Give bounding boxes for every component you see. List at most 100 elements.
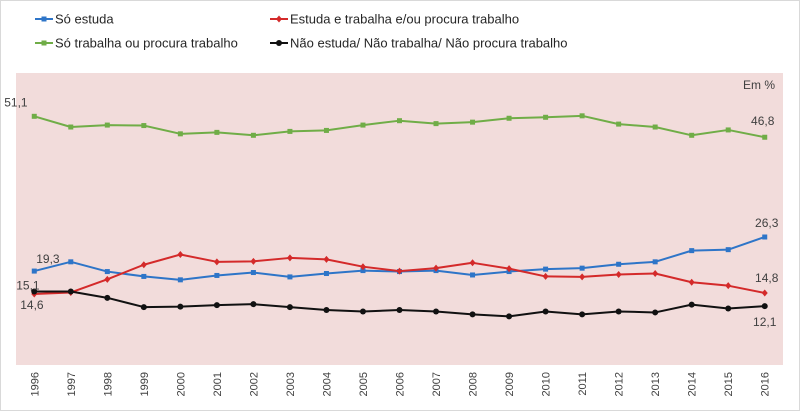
series-group: 19,3 26,3 14,6 14,8 51,1 46,8 15,1 12,1: [4, 95, 778, 329]
data-point: [470, 119, 476, 125]
x-tick-label: 2014: [687, 372, 699, 396]
data-point: [725, 282, 732, 290]
legend-label: Estuda e trabalha e/ou procura trabalho: [290, 12, 519, 27]
data-point: [104, 269, 110, 275]
data-point: [688, 278, 695, 286]
data-point: [725, 127, 731, 133]
data-point: [433, 121, 439, 127]
series-line: 51,1 46,8: [4, 95, 775, 140]
data-point: [761, 289, 768, 297]
data-label-last: 14,8: [755, 271, 779, 285]
data-point: [652, 124, 658, 130]
x-tick-label: 1998: [102, 372, 114, 396]
data-point: [433, 264, 440, 272]
data-point: [542, 308, 549, 315]
plot-area: [16, 73, 783, 365]
x-axis: 1996 1997 1998 1999 2000 2001 2002 2003 2004 2005…: [29, 372, 771, 396]
data-point: [286, 304, 293, 311]
x-tick-label: 2000: [175, 372, 187, 396]
data-point: [761, 303, 768, 310]
data-point: [652, 309, 659, 316]
data-point: [323, 307, 330, 314]
data-point: [689, 248, 695, 254]
legend-marker-icon: [41, 16, 47, 22]
data-point: [543, 266, 549, 272]
x-tick-label: 2016: [760, 372, 772, 396]
x-tick-label: 2011: [577, 372, 589, 396]
data-point: [141, 273, 147, 279]
x-tick-label: 2001: [212, 372, 224, 396]
data-point: [250, 132, 256, 138]
data-point: [68, 259, 74, 265]
data-point: [67, 288, 74, 295]
legend-marker-icon: [276, 15, 282, 23]
data-point: [616, 261, 622, 267]
data-point: [579, 311, 586, 318]
data-point: [433, 308, 440, 315]
x-tick-label: 2007: [431, 372, 443, 396]
data-point: [506, 313, 513, 320]
data-point: [250, 270, 256, 276]
x-tick-label: 2010: [541, 372, 553, 396]
unit-label: Em %: [743, 78, 775, 92]
data-point: [360, 122, 366, 128]
data-point: [323, 127, 329, 133]
data-point: [688, 301, 695, 308]
data-point: [104, 275, 111, 283]
data-point: [579, 113, 585, 119]
data-label-first: 19,3: [36, 252, 60, 266]
legend-label: Só trabalha ou procura trabalho: [55, 36, 238, 51]
data-label-last: 46,8: [751, 114, 775, 128]
data-point: [323, 271, 329, 277]
x-tick-label: 2015: [723, 372, 735, 396]
legend-marker-icon: [276, 40, 282, 46]
data-point: [31, 268, 37, 274]
data-point: [141, 123, 147, 129]
data-point: [652, 259, 658, 265]
data-point: [31, 288, 38, 295]
legend-item: Não estuda/ Não trabalha/ Não procura tr…: [270, 36, 568, 51]
data-point: [287, 128, 293, 134]
data-point: [360, 268, 366, 274]
data-point: [104, 122, 110, 128]
x-tick-label: 2009: [504, 372, 516, 396]
data-point: [397, 118, 402, 124]
data-point: [213, 302, 220, 309]
legend-item: Estuda e trabalha e/ou procura trabalho: [270, 12, 519, 27]
data-point: [652, 270, 659, 278]
data-point: [396, 307, 403, 314]
data-point: [543, 114, 549, 120]
legend-item: Só estuda: [35, 12, 114, 27]
data-label-last: 26,3: [755, 216, 779, 230]
data-point: [542, 272, 549, 280]
data-point: [615, 308, 622, 315]
data-point: [213, 258, 220, 266]
x-tick-label: 2008: [468, 372, 480, 396]
data-point: [140, 304, 147, 311]
x-tick-label: 2003: [285, 372, 297, 396]
x-tick-label: 2006: [395, 372, 407, 396]
legend-label: Não estuda/ Não trabalha/ Não procura tr…: [290, 36, 568, 51]
data-point: [506, 265, 513, 273]
legend: Só estuda Estuda e trabalha e/ou procura …: [35, 12, 568, 51]
data-point: [616, 121, 622, 127]
x-tick-label: 2013: [650, 372, 662, 396]
data-point: [214, 272, 220, 278]
x-tick-label: 2004: [321, 372, 333, 396]
data-point: [250, 301, 257, 308]
data-point: [214, 129, 220, 135]
data-point: [286, 254, 293, 262]
data-point: [579, 265, 585, 271]
x-tick-label: 2005: [358, 372, 370, 396]
data-label-last: 12,1: [753, 315, 777, 329]
data-point: [287, 274, 293, 280]
data-point: [762, 134, 768, 140]
x-tick-label: 1997: [66, 372, 78, 396]
data-point: [250, 257, 257, 265]
data-point: [177, 303, 184, 310]
data-point: [506, 115, 512, 121]
data-point: [615, 270, 622, 278]
data-point: [68, 124, 74, 130]
data-point: [469, 311, 476, 318]
